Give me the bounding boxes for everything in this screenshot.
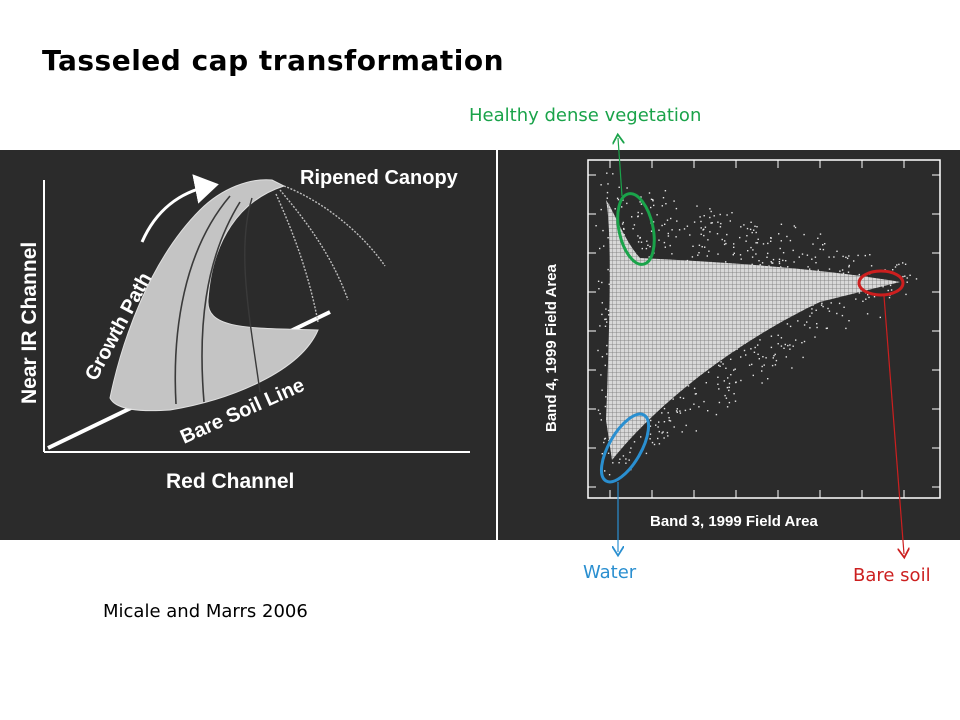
growth-curve [283, 185, 386, 267]
scatter-y-axis-label: Band 4, 1999 Field Area [543, 263, 560, 432]
dense-pixel-cloud [606, 200, 900, 460]
red-channel-label: Red Channel [166, 470, 294, 493]
vegetation-pointer-arrow [618, 138, 622, 197]
trajectory-line [174, 195, 231, 405]
plot-ticks [588, 160, 940, 498]
trajectory-line [201, 201, 241, 403]
trajectory-line [244, 197, 261, 393]
tasseled-cap-diagram: Ripened Canopy Growth Path Bare Soil Lin… [0, 150, 496, 540]
water-annotation: Water [583, 562, 637, 583]
bare-soil-annotation: Bare soil [853, 565, 931, 586]
scatter-plot-panel: Band 3, 1999 Field Area Band 4, 1999 Fie… [498, 150, 960, 540]
slide-title: Tasseled cap transformation [42, 44, 505, 77]
growth-path-arrow [140, 174, 219, 243]
vegetation-ellipse [616, 192, 656, 266]
near-ir-channel-label: Near IR Channel [18, 242, 41, 404]
scatter-x-axis-label: Band 3, 1999 Field Area [650, 513, 819, 530]
canopy-region [109, 179, 319, 412]
plot-frame [587, 159, 941, 499]
ripened-canopy-label: Ripened Canopy [300, 167, 459, 189]
citation: Micale and Marrs 2006 [103, 601, 308, 622]
bare-soil-ellipse [857, 269, 905, 297]
vegetation-annotation: Healthy dense vegetation [469, 105, 702, 126]
bare-soil-pointer-arrow [883, 295, 904, 554]
growth-curve [279, 189, 349, 301]
water-ellipse [599, 412, 651, 484]
